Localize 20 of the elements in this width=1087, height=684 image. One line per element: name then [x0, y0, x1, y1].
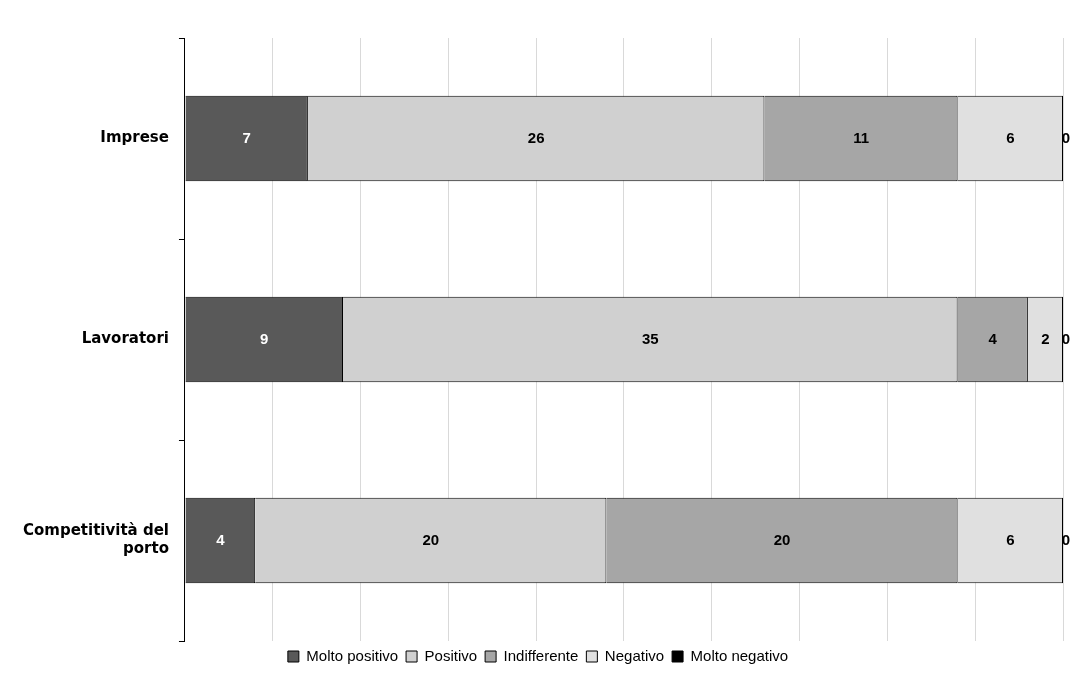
data-label: 4 — [216, 530, 226, 548]
data-label: 6 — [1006, 530, 1015, 548]
data-label: 20 — [422, 530, 440, 548]
data-label: 26 — [527, 128, 545, 146]
legend-label: Negativo — [604, 646, 665, 664]
data-label: 7 — [242, 128, 251, 146]
data-label: 11 — [853, 128, 869, 146]
data-label: 35 — [641, 329, 659, 347]
y-tick-label: Imprese — [100, 128, 169, 147]
legend-label: Indifferente — [503, 646, 579, 664]
data-label: 4 — [988, 329, 998, 347]
data-label: 9 — [260, 329, 269, 347]
y-tick-label: Competitività del porto — [23, 521, 169, 558]
y-tick-label: Lavoratori — [81, 329, 169, 348]
data-label: 2 — [1041, 329, 1050, 347]
legend-label: Molto negativo — [690, 646, 789, 664]
legend-label: Molto positivo — [306, 646, 399, 664]
data-label: 6 — [1006, 128, 1015, 146]
legend-label: Positivo — [424, 646, 478, 664]
data-label: 20 — [773, 530, 791, 548]
